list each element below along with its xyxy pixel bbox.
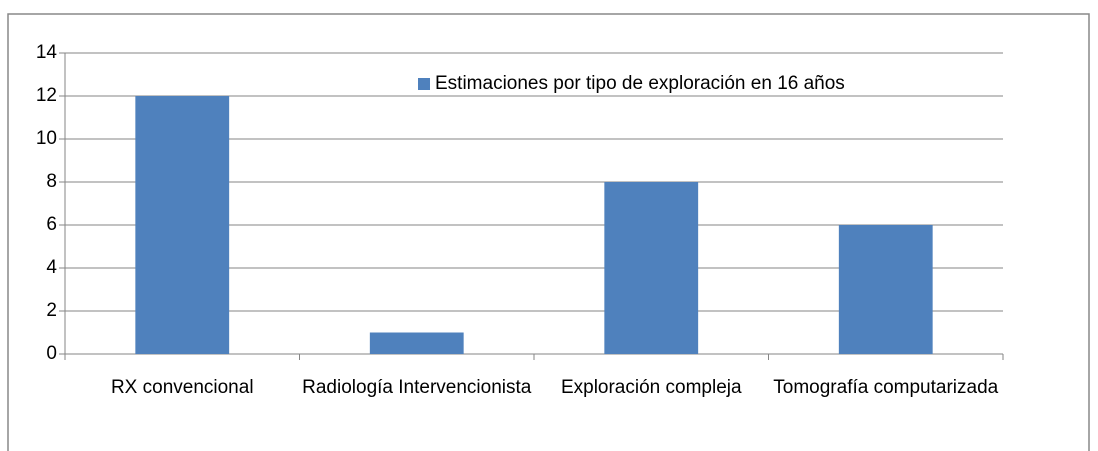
bar (604, 182, 699, 354)
y-tick-label: 12 (36, 85, 57, 106)
x-tick-label: RX convencional (110, 377, 254, 398)
bar (369, 332, 464, 354)
y-tick-label: 4 (46, 257, 57, 278)
legend-swatch (418, 78, 430, 90)
x-tick-label: Tomografía computarizada (773, 377, 999, 398)
y-tick-label: 10 (36, 128, 57, 149)
x-tick-label: Radiología Intervencionista (302, 377, 532, 398)
x-tick-label: Exploración compleja (560, 377, 742, 398)
y-tick-label: 6 (46, 214, 57, 235)
y-tick-label: 14 (36, 42, 58, 63)
legend-label: Estimaciones por tipo de exploración en … (435, 73, 845, 94)
y-tick-label: 8 (46, 171, 57, 192)
bar (838, 225, 933, 354)
y-tick-label: 2 (46, 300, 57, 321)
y-tick-label: 0 (46, 343, 57, 364)
bar (135, 96, 230, 354)
